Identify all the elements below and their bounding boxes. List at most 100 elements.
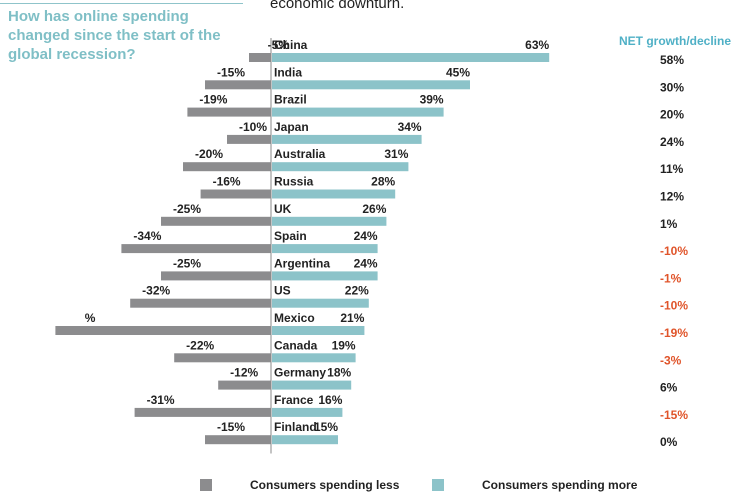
- net-value-china: 58%: [660, 53, 684, 67]
- net-value-us: -10%: [660, 299, 688, 313]
- label-more-spain: 24%: [354, 229, 378, 243]
- bar-less-china: [249, 53, 271, 62]
- net-value-japan: 24%: [660, 135, 684, 149]
- category-label-india: India: [274, 65, 302, 79]
- bar-less-france: [134, 407, 271, 417]
- bar-more-france: [272, 407, 343, 417]
- category-label-japan: Japan: [274, 120, 309, 134]
- net-value-india: 30%: [660, 80, 684, 94]
- legend-item-more: Consumers spending more: [432, 478, 637, 492]
- label-less-brazil: -19%: [199, 93, 227, 107]
- bar-less-mexico: [55, 326, 272, 335]
- bar-less-finland: [205, 435, 271, 445]
- label-more-mexico: 21%: [340, 311, 364, 325]
- net-value-australia: 11%: [660, 162, 684, 176]
- bar-more-us: [272, 298, 369, 308]
- bar-more-brazil: [272, 107, 444, 117]
- net-value-russia: 12%: [660, 190, 684, 204]
- bar-more-china: [272, 53, 550, 62]
- category-label-brazil: Brazil: [274, 93, 307, 107]
- label-less-russia: -16%: [213, 175, 241, 189]
- label-more-us: 22%: [345, 284, 369, 298]
- label-more-russia: 28%: [371, 175, 395, 189]
- category-label-russia: Russia: [274, 175, 314, 189]
- category-label-us: US: [274, 284, 291, 298]
- label-more-brazil: 39%: [420, 93, 444, 107]
- label-more-finland: 15%: [314, 420, 338, 434]
- net-value-argentina: -1%: [660, 271, 682, 285]
- label-less-germany: -12%: [230, 366, 258, 380]
- bar-less-brazil: [187, 107, 271, 117]
- bar-more-argentina: [272, 271, 378, 281]
- category-label-canada: Canada: [274, 338, 318, 352]
- bar-more-uk: [272, 216, 387, 226]
- chart-caption: economic downturn.: [270, 0, 405, 12]
- label-less-argentina: -25%: [173, 256, 201, 270]
- label-more-uk: 26%: [362, 202, 386, 216]
- header-rule: [0, 3, 243, 4]
- bar-less-india: [205, 80, 271, 90]
- net-value-mexico: -19%: [660, 326, 688, 340]
- bar-more-russia: [272, 189, 396, 199]
- bar-more-japan: [272, 134, 422, 144]
- category-label-france: France: [274, 393, 314, 407]
- label-less-finland: -15%: [217, 420, 245, 434]
- category-label-china: China: [274, 38, 308, 52]
- label-less-spain: -34%: [133, 229, 161, 243]
- chart-title: How has online spending changed since th…: [8, 8, 221, 63]
- category-label-finland: Finland: [274, 420, 317, 434]
- bar-more-spain: [272, 244, 378, 254]
- category-label-mexico: Mexico: [274, 311, 315, 325]
- label-more-japan: 34%: [398, 120, 422, 134]
- label-less-india: -15%: [217, 65, 245, 79]
- bar-more-mexico: [272, 326, 365, 335]
- label-less-australia: -20%: [195, 147, 223, 161]
- category-label-germany: Germany: [274, 366, 326, 380]
- bar-more-germany: [272, 380, 352, 390]
- bar-less-argentina: [161, 271, 271, 281]
- label-less-france: -31%: [147, 393, 175, 407]
- label-less-china: -5%: [268, 38, 290, 52]
- bar-less-japan: [227, 134, 271, 144]
- label-more-germany: 18%: [327, 366, 351, 380]
- net-value-finland: 0%: [660, 435, 678, 449]
- legend-swatch-less: [200, 479, 212, 491]
- label-more-china: 63%: [525, 38, 549, 52]
- bar-less-australia: [183, 162, 271, 172]
- label-more-india: 45%: [446, 65, 470, 79]
- category-label-spain: Spain: [274, 229, 307, 243]
- bar-more-australia: [272, 162, 409, 172]
- net-value-uk: 1%: [660, 217, 678, 231]
- bar-less-canada: [174, 353, 271, 363]
- legend-swatch-more: [432, 479, 444, 491]
- category-label-uk: UK: [274, 202, 292, 216]
- label-more-canada: 19%: [332, 338, 356, 352]
- label-less-uk: -25%: [173, 202, 201, 216]
- bar-more-india: [272, 80, 470, 90]
- bar-less-spain: [121, 244, 272, 254]
- bar-less-uk: [161, 216, 271, 226]
- net-column-header: NET growth/decline: [619, 34, 732, 48]
- net-value-france: -15%: [660, 408, 688, 422]
- net-value-spain: -10%: [660, 244, 688, 258]
- label-less-mexico: %: [85, 311, 96, 325]
- net-value-brazil: 20%: [660, 108, 684, 122]
- legend-label-less: Consumers spending less: [250, 478, 400, 492]
- label-less-japan: -10%: [239, 120, 267, 134]
- label-less-us: -32%: [142, 284, 170, 298]
- bar-less-russia: [200, 189, 271, 199]
- label-more-australia: 31%: [384, 147, 408, 161]
- legend-item-less: Consumers spending less: [200, 478, 399, 492]
- label-more-argentina: 24%: [354, 256, 378, 270]
- label-more-france: 16%: [318, 393, 342, 407]
- net-value-germany: 6%: [660, 381, 678, 395]
- legend-label-more: Consumers spending more: [482, 478, 638, 492]
- category-label-argentina: Argentina: [274, 256, 330, 270]
- bar-less-germany: [218, 380, 271, 390]
- category-label-australia: Australia: [274, 147, 326, 161]
- label-less-canada: -22%: [186, 338, 214, 352]
- bar-less-us: [130, 298, 271, 308]
- bar-more-canada: [272, 353, 356, 363]
- bar-more-finland: [272, 435, 338, 445]
